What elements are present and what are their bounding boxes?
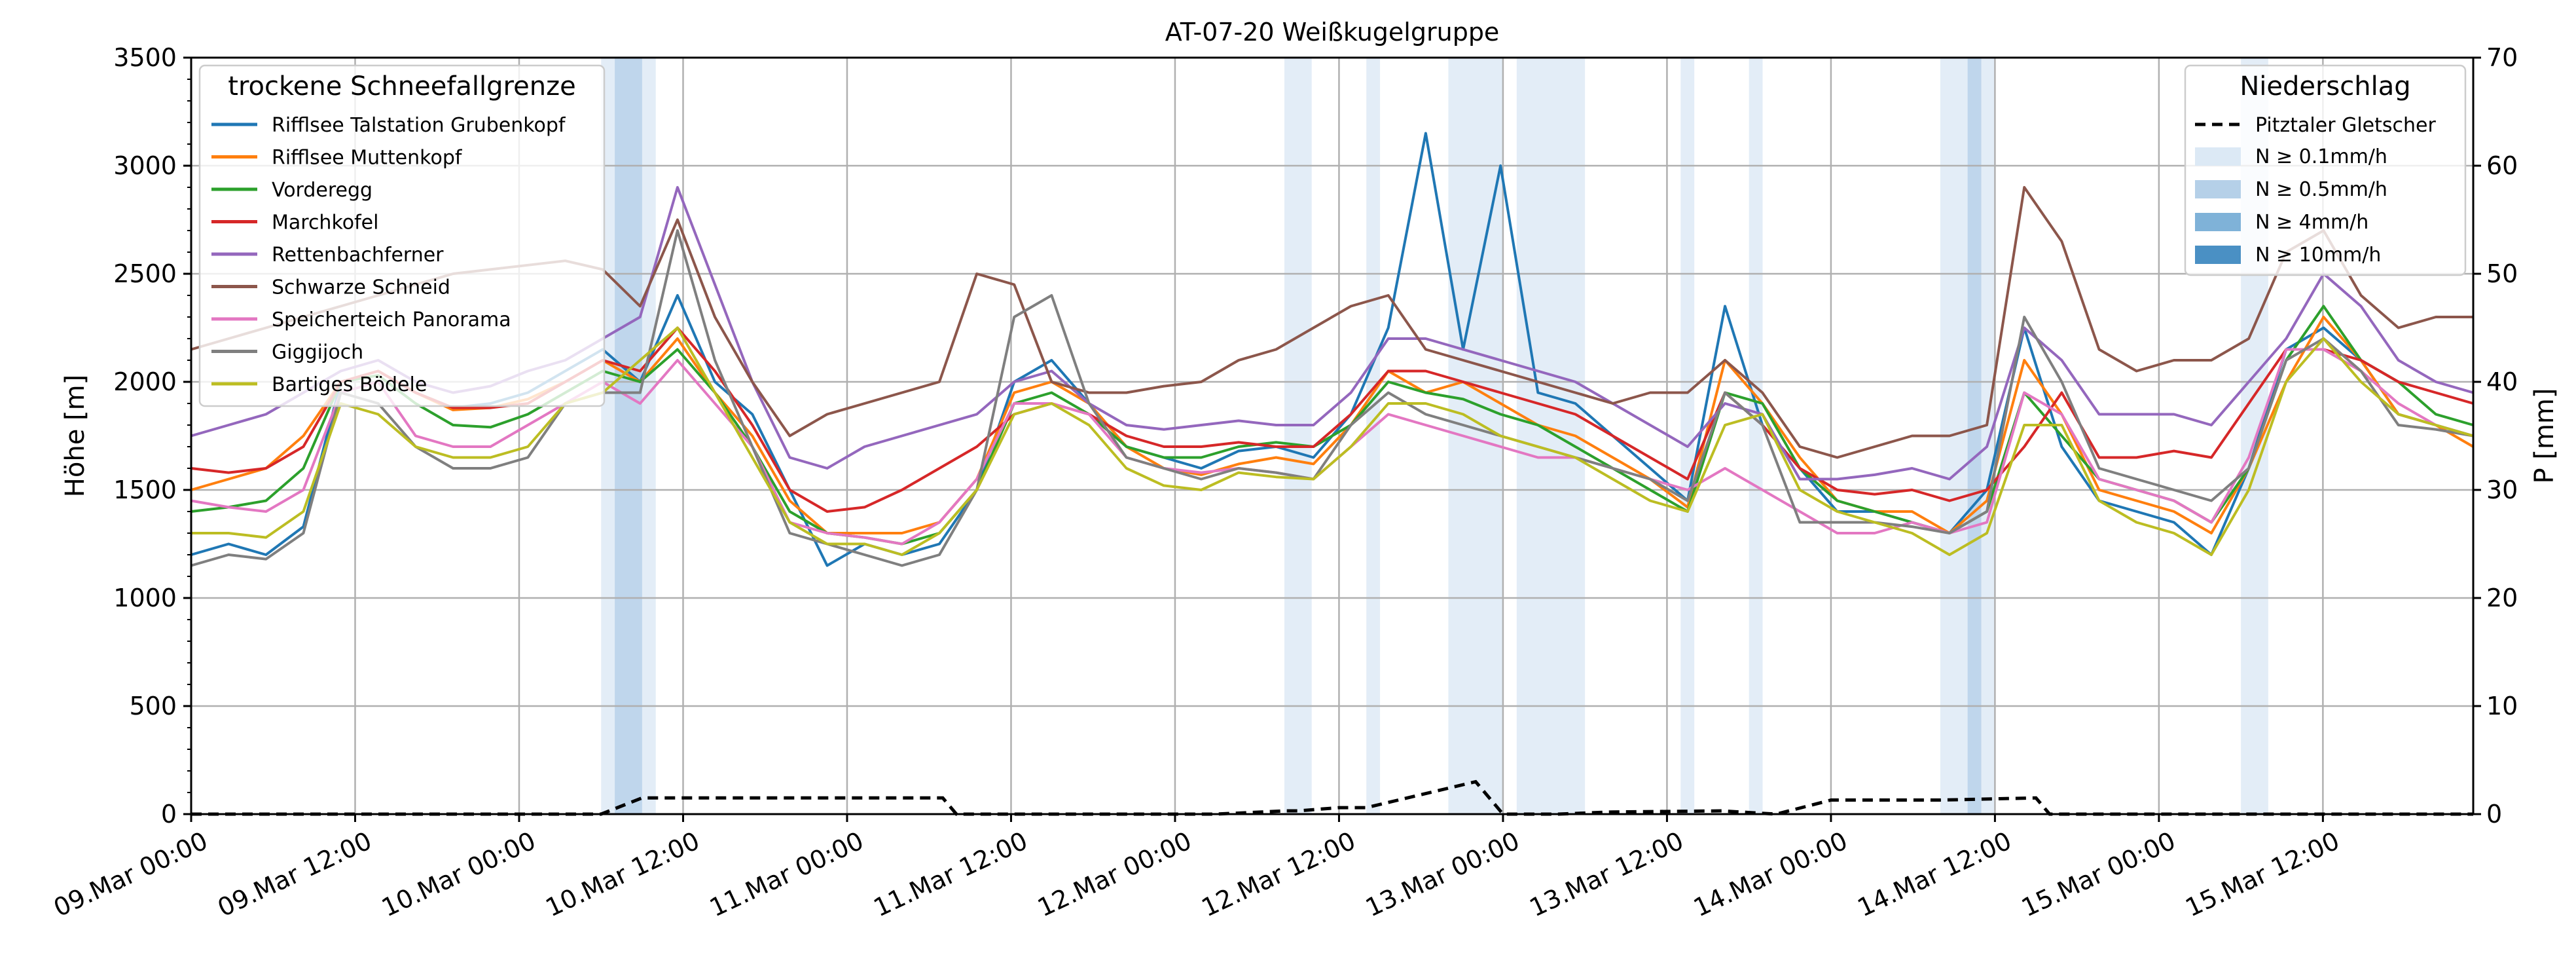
precipitation-line-layer — [191, 779, 2473, 816]
precip-band — [615, 58, 642, 814]
x-tick-label: 10.Mar 00:00 — [377, 826, 540, 922]
y2-tick-label: 60 — [2486, 151, 2518, 180]
x-tick-label: 13.Mar 12:00 — [1525, 826, 1688, 922]
legend-right-band-entry: N ≥ 0.1mm/h — [2255, 145, 2387, 168]
legend-right-band-entry: N ≥ 10mm/h — [2255, 244, 2381, 267]
y-tick-label: 1000 — [113, 584, 177, 612]
y2-tick-label: 0 — [2486, 800, 2502, 829]
y-tick-label: 2500 — [113, 259, 177, 288]
legend-right-band-entry: N ≥ 4mm/h — [2255, 211, 2368, 234]
y2-tick-label: 40 — [2486, 367, 2518, 396]
legend-left: trockene Schneefallgrenze Rifflsee Talsta… — [198, 64, 606, 407]
legend-left-entry: Giggijoch — [272, 341, 363, 364]
y2-tick-label: 70 — [2486, 43, 2518, 72]
legend-left-entry: Rifflsee Talstation Grubenkopf — [272, 114, 566, 137]
x-tick-label: 14.Mar 00:00 — [1689, 826, 1852, 922]
y-tick-label: 3500 — [113, 43, 177, 72]
precip-band — [1967, 58, 1982, 814]
legend-right-box — [2184, 64, 2467, 276]
precip-band — [1284, 58, 1312, 814]
y2-tick-label: 50 — [2486, 259, 2518, 288]
legend-right-band-swatch — [2195, 180, 2241, 198]
legend-left-title: trockene Schneefallgrenze — [228, 71, 575, 102]
y2-tick-label: 30 — [2486, 476, 2518, 504]
chart-title: AT-07-20 Weißkugelgruppe — [1165, 18, 1500, 47]
x-tick-label: 15.Mar 00:00 — [2017, 826, 2180, 922]
legend-right-line-entry: Pitztaler Gletscher — [2255, 114, 2436, 137]
legend-left-entry: Marchkofel — [272, 212, 378, 234]
legend-left-entry: Bartiges Bödele — [272, 373, 427, 396]
legend-right-band-swatch — [2195, 213, 2241, 231]
legend-left-entry: Rifflsee Muttenkopf — [272, 147, 463, 170]
legend-right-band-entry: N ≥ 0.5mm/h — [2255, 178, 2387, 201]
y-tick-label: 0 — [161, 800, 177, 829]
x-tick-label: 12.Mar 12:00 — [1197, 826, 1360, 922]
precip-band — [1448, 58, 1503, 814]
legend-left-entry: Speicherteich Panorama — [272, 308, 511, 331]
legend-left-box — [198, 64, 606, 407]
precipitation-bands — [601, 58, 2268, 814]
y2-tick-label: 20 — [2486, 584, 2518, 612]
legend-left-entry: Rettenbachferner — [272, 244, 444, 267]
y-tick-label: 3000 — [113, 151, 177, 180]
precip-line-pitztaler-gletscher — [191, 779, 2473, 816]
plot-frame — [190, 56, 2475, 815]
x-tick-label: 10.Mar 12:00 — [541, 826, 704, 922]
legend-right-band-swatch — [2195, 147, 2241, 166]
legend-right-band-swatch — [2195, 246, 2241, 264]
precip-band — [1680, 58, 1695, 814]
x-tick-label: 11.Mar 00:00 — [705, 826, 868, 922]
x-tick-label: 09.Mar 00:00 — [49, 826, 212, 922]
legend-right: Niederschlag Pitztaler Gletscher N ≥ 0.1mm… — [2184, 64, 2467, 276]
x-tick-label: 14.Mar 12:00 — [1853, 826, 2016, 922]
legend-left-entry: Vorderegg — [272, 179, 372, 202]
precip-band — [1366, 58, 1381, 814]
legend-right-title: Niederschlag — [2240, 71, 2410, 102]
x-tick-label: 12.Mar 00:00 — [1033, 826, 1196, 922]
y2-tick-label: 10 — [2486, 692, 2518, 720]
y-tick-label: 1500 — [113, 476, 177, 504]
precip-band — [1749, 58, 1763, 814]
x-tick-label: 09.Mar 12:00 — [213, 826, 376, 922]
x-tick-label: 11.Mar 12:00 — [869, 826, 1032, 922]
y2-axis-label: P [mm] — [2530, 388, 2560, 484]
y-tick-label: 500 — [129, 692, 177, 720]
y-tick-label: 2000 — [113, 367, 177, 396]
y-axis-label: Höhe [m] — [60, 375, 90, 497]
x-tick-label: 15.Mar 12:00 — [2181, 826, 2344, 922]
x-tick-label: 13.Mar 00:00 — [1361, 826, 1524, 922]
legend-left-entry: Schwarze Schneid — [272, 276, 450, 299]
